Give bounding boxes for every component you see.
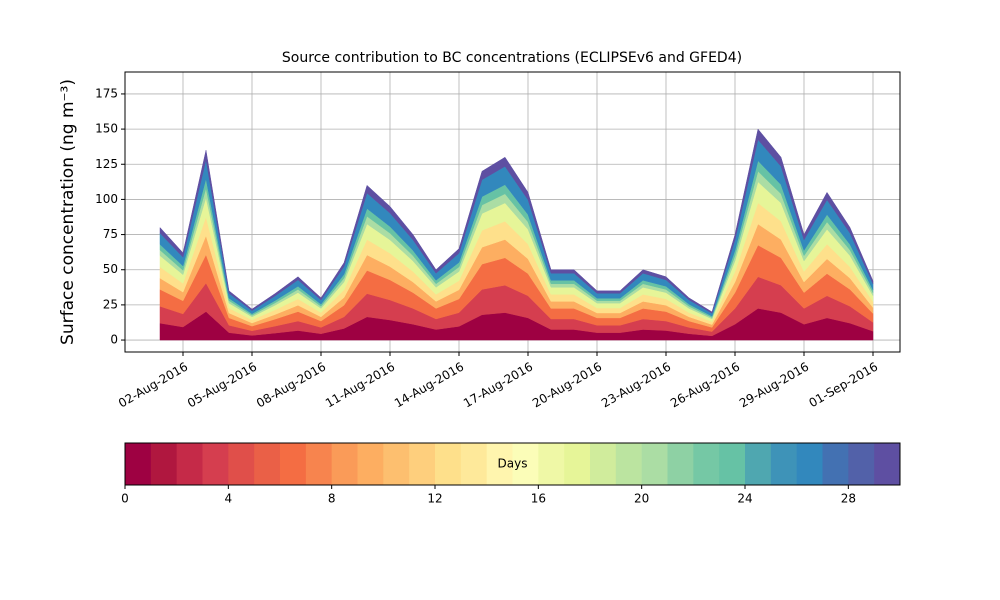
chart-title: Source contribution to BC concentrations… [282, 50, 742, 66]
colorbar-cell [512, 443, 539, 485]
x-tick-label: 20-Aug-2016 [530, 360, 604, 411]
x-tick-label: 11-Aug-2016 [323, 360, 397, 411]
y-axis-label: Surface concentration (ng m⁻³) [58, 79, 78, 345]
x-tick-label: 05-Aug-2016 [185, 360, 259, 411]
area-layer [159, 128, 874, 314]
colorbar-tick-label: 8 [328, 492, 336, 506]
colorbar-cell [460, 443, 488, 485]
colorbar-cell [693, 443, 720, 485]
x-tick-label: 26-Aug-2016 [668, 360, 742, 411]
colorbar-cell [615, 443, 643, 485]
colorbar-tick-label: 28 [841, 492, 856, 506]
colorbar-cell [641, 443, 668, 485]
colorbar-cell [538, 443, 565, 485]
colorbar-cell [770, 443, 798, 485]
colorbar-cell [848, 443, 875, 485]
colorbar-cell [874, 443, 901, 485]
colorbar-cell [383, 443, 410, 485]
y-tick-label: 50 [103, 262, 118, 276]
colorbar-tick-label: 4 [225, 492, 233, 506]
colorbar-cell [796, 443, 823, 485]
x-tick-label: 01-Sep-2016 [806, 360, 880, 411]
colorbar-cell [331, 443, 358, 485]
colorbar-cell [150, 443, 178, 485]
colorbar-cell [409, 443, 436, 485]
colorbar-cell [719, 443, 746, 485]
colorbar-cell [280, 443, 307, 485]
colorbar-cell [435, 443, 462, 485]
colorbar-cell [590, 443, 617, 485]
colorbar-cell [822, 443, 849, 485]
colorbar-frame [124, 442, 901, 486]
colorbar-cell [667, 443, 694, 485]
x-tick-label: 29-Aug-2016 [737, 360, 811, 411]
x-tick-label: 23-Aug-2016 [599, 360, 673, 411]
x-tick-label: 14-Aug-2016 [392, 360, 466, 411]
x-tick-label: 02-Aug-2016 [116, 360, 190, 411]
x-tick-label: 08-Aug-2016 [254, 360, 328, 411]
colorbar-tick-label: 20 [634, 492, 649, 506]
colorbar-tick-label: 24 [737, 492, 752, 506]
y-tick-label: 150 [95, 122, 118, 136]
colorbar-cell [125, 443, 152, 485]
y-tick-label: 75 [103, 227, 118, 241]
colorbar-cell [254, 443, 281, 485]
y-tick-label: 0 [110, 333, 118, 347]
x-tick-label: 17-Aug-2016 [461, 360, 535, 411]
y-tick-label: 100 [95, 192, 118, 206]
colorbar-cell [564, 443, 591, 485]
y-tick-label: 125 [95, 157, 118, 171]
y-tick-label: 175 [95, 86, 118, 100]
colorbar-label: Days [498, 457, 528, 471]
colorbar-tick-label: 16 [531, 492, 546, 506]
colorbar-cell [305, 443, 333, 485]
colorbar-cell [745, 443, 772, 485]
plot-frame [124, 71, 901, 353]
colorbar-cell [357, 443, 384, 485]
y-tick-label: 25 [103, 297, 118, 311]
colorbar-cell [486, 443, 513, 485]
colorbar-tick-label: 12 [427, 492, 442, 506]
colorbar-cell [176, 443, 203, 485]
colorbar-cell [228, 443, 255, 485]
colorbar-cell [202, 443, 229, 485]
colorbar-tick-label: 0 [121, 492, 129, 506]
